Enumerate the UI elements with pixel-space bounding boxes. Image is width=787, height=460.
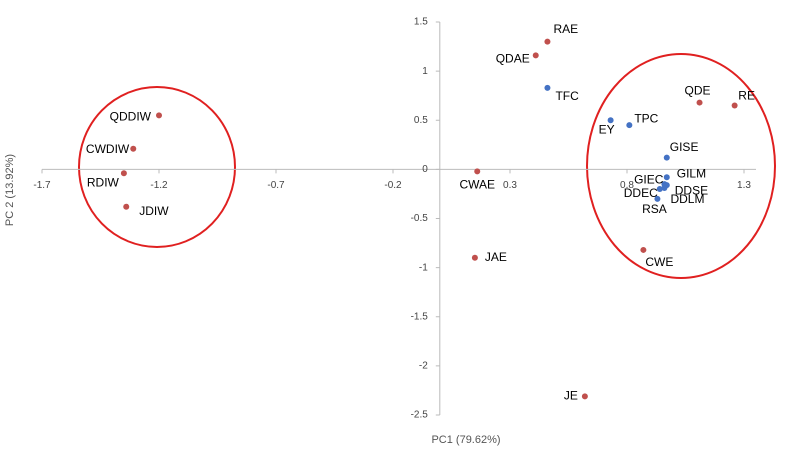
point-label: JAE — [485, 250, 507, 264]
point-label: QDDIW — [110, 110, 152, 124]
y-tick-label: -1 — [419, 262, 428, 273]
y-tick-label: -2.5 — [411, 410, 429, 421]
point-label: TFC — [555, 89, 579, 103]
point-label: TPC — [634, 111, 658, 125]
point — [544, 84, 551, 91]
point — [581, 393, 588, 400]
y-tick-label: -0.5 — [411, 213, 429, 224]
point-label: RAE — [553, 22, 578, 36]
point — [663, 174, 670, 181]
x-tick-label: -1.2 — [150, 180, 168, 191]
point — [471, 254, 478, 261]
y-tick-label: -2 — [419, 361, 428, 372]
x-tick-label: 0.8 — [620, 180, 634, 191]
point-label: QDE — [685, 84, 711, 98]
point-label: CWDIW — [86, 142, 130, 156]
point-label: JE — [564, 389, 578, 403]
point-label: JDIW — [139, 204, 169, 218]
point — [663, 154, 670, 161]
point-label: DDSE — [675, 183, 708, 197]
y-tick-label: 1 — [422, 66, 428, 77]
point — [474, 168, 481, 175]
point — [544, 38, 551, 45]
x-tick-label: -1.7 — [33, 180, 51, 191]
y-tick-label: -1.5 — [411, 311, 429, 322]
y-tick-label: 0.5 — [414, 115, 428, 126]
point-label: GISE — [670, 140, 699, 154]
point — [626, 122, 633, 129]
x-tick-label: -0.2 — [384, 180, 402, 191]
point-label: RDIW — [87, 175, 120, 189]
point-label: CWAE — [459, 178, 495, 192]
point-label: RE — [738, 89, 755, 103]
x-tick-label: 1.3 — [737, 180, 751, 191]
point — [532, 52, 539, 59]
point — [130, 145, 137, 152]
y-tick-label: 1.5 — [414, 17, 428, 28]
point — [696, 99, 703, 106]
point — [731, 102, 738, 109]
y-tick-label: 0 — [422, 164, 428, 175]
point-label: QDAE — [496, 52, 530, 66]
point-label: DDEC — [624, 186, 658, 200]
point — [156, 112, 162, 119]
point-label: RSA — [642, 202, 667, 216]
x-axis-title: PC1 (79.62%) — [431, 434, 500, 446]
point — [640, 246, 647, 253]
x-tick-label: 0.3 — [503, 180, 517, 191]
highlight-circle — [78, 86, 236, 248]
point-label: GILM — [677, 166, 706, 180]
point-label: DDLM — [670, 192, 704, 206]
point-label: CWE — [645, 255, 673, 269]
point — [661, 185, 668, 192]
point — [123, 203, 130, 210]
point — [656, 186, 663, 193]
point-label: GIEC — [634, 172, 664, 186]
y-axis-title: PC 2 (13.92%) — [4, 154, 16, 226]
highlight-circle — [586, 53, 776, 279]
point-label: EY — [599, 122, 615, 136]
point — [607, 117, 614, 124]
x-tick-label: -0.7 — [267, 180, 285, 191]
point — [120, 170, 127, 177]
point — [654, 195, 661, 202]
